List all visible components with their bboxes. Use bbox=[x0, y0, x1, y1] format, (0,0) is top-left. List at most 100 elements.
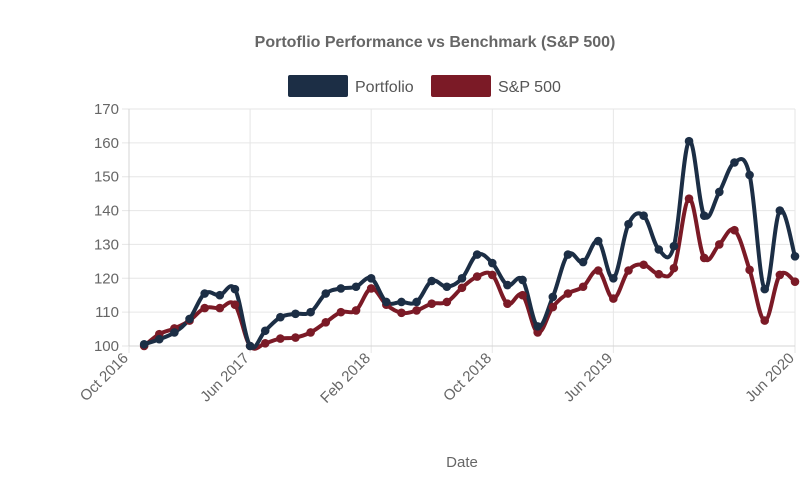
data-point-sp500[interactable] bbox=[730, 225, 739, 235]
data-point-portfolio[interactable] bbox=[382, 297, 391, 307]
data-point-portfolio[interactable] bbox=[185, 314, 194, 324]
data-point-portfolio[interactable] bbox=[533, 322, 542, 331]
y-tick-label: 140 bbox=[94, 203, 119, 220]
data-point-sp500[interactable] bbox=[518, 290, 527, 300]
data-point-portfolio[interactable] bbox=[730, 158, 739, 167]
data-point-portfolio[interactable] bbox=[790, 251, 800, 261]
data-point-sp500[interactable] bbox=[715, 240, 724, 249]
data-point-sp500[interactable] bbox=[321, 318, 331, 327]
data-point-sp500[interactable] bbox=[230, 300, 240, 309]
data-point-portfolio[interactable] bbox=[639, 211, 648, 220]
data-point-portfolio[interactable] bbox=[472, 250, 482, 259]
data-point-sp500[interactable] bbox=[533, 328, 542, 337]
data-point-portfolio[interactable] bbox=[215, 290, 225, 300]
data-point-portfolio[interactable] bbox=[563, 250, 573, 259]
data-point-portfolio[interactable] bbox=[321, 289, 331, 298]
data-point-portfolio[interactable] bbox=[427, 276, 437, 286]
data-point-portfolio[interactable] bbox=[336, 284, 346, 293]
data-point-portfolio[interactable] bbox=[351, 282, 361, 292]
data-point-sp500[interactable] bbox=[472, 272, 482, 281]
data-point-sp500[interactable] bbox=[593, 266, 603, 275]
data-point-sp500[interactable] bbox=[366, 284, 376, 293]
x-tick-label: Feb 2018 bbox=[317, 350, 374, 407]
data-point-portfolio[interactable] bbox=[200, 289, 209, 298]
data-point-sp500[interactable] bbox=[654, 269, 664, 279]
data-point-sp500[interactable] bbox=[427, 299, 437, 308]
data-point-sp500[interactable] bbox=[578, 282, 588, 292]
data-point-portfolio[interactable] bbox=[291, 309, 300, 319]
data-point-portfolio[interactable] bbox=[624, 219, 633, 229]
data-point-sp500[interactable] bbox=[760, 316, 770, 325]
data-point-portfolio[interactable] bbox=[578, 257, 588, 267]
data-point-portfolio[interactable] bbox=[366, 273, 376, 283]
data-point-portfolio[interactable] bbox=[487, 258, 497, 268]
legend-swatch-portfolio bbox=[288, 75, 348, 97]
data-point-portfolio[interactable] bbox=[593, 236, 603, 246]
data-point-portfolio[interactable] bbox=[503, 280, 512, 290]
data-point-sp500[interactable] bbox=[790, 277, 800, 286]
data-point-portfolio[interactable] bbox=[306, 307, 315, 317]
y-tick-label: 100 bbox=[94, 338, 119, 355]
data-point-portfolio[interactable] bbox=[154, 334, 164, 344]
data-point-sp500[interactable] bbox=[336, 307, 346, 317]
data-point-portfolio[interactable] bbox=[745, 170, 754, 180]
data-point-sp500[interactable] bbox=[291, 333, 300, 342]
data-point-portfolio[interactable] bbox=[245, 341, 255, 351]
data-point-sp500[interactable] bbox=[563, 289, 573, 298]
series-line-sp500 bbox=[142, 196, 797, 351]
data-point-sp500[interactable] bbox=[276, 334, 285, 343]
data-point-sp500[interactable] bbox=[487, 270, 497, 280]
data-point-sp500[interactable] bbox=[397, 308, 406, 318]
y-tick-label: 110 bbox=[95, 304, 119, 321]
y-axis: 100 110 120 130 140 150 160 170 bbox=[94, 101, 119, 355]
data-point-sp500[interactable] bbox=[669, 263, 679, 273]
data-point-sp500[interactable] bbox=[609, 294, 618, 303]
data-point-sp500[interactable] bbox=[624, 266, 633, 275]
data-point-portfolio[interactable] bbox=[715, 187, 724, 197]
data-point-sp500[interactable] bbox=[639, 260, 648, 270]
data-point-portfolio[interactable] bbox=[230, 284, 240, 294]
data-point-portfolio[interactable] bbox=[654, 245, 664, 254]
legend-item-sp500[interactable]: S&P 500 bbox=[431, 75, 561, 97]
data-point-portfolio[interactable] bbox=[260, 326, 270, 336]
data-point-portfolio[interactable] bbox=[699, 211, 709, 220]
data-point-portfolio[interactable] bbox=[669, 241, 679, 251]
data-point-sp500[interactable] bbox=[412, 306, 421, 315]
data-point-sp500[interactable] bbox=[503, 299, 512, 308]
data-point-portfolio[interactable] bbox=[139, 340, 149, 349]
data-point-portfolio[interactable] bbox=[548, 292, 558, 302]
data-point-sp500[interactable] bbox=[200, 303, 209, 313]
x-tick-label: Oct 2016 bbox=[77, 350, 132, 405]
data-point-sp500[interactable] bbox=[306, 328, 315, 337]
y-tick-label: 160 bbox=[94, 135, 119, 152]
data-point-portfolio[interactable] bbox=[775, 206, 785, 215]
data-point-portfolio[interactable] bbox=[518, 275, 527, 285]
legend-swatch-sp500 bbox=[431, 75, 491, 97]
legend-item-portfolio[interactable]: Portfolio bbox=[288, 75, 414, 97]
data-point-sp500[interactable] bbox=[684, 194, 694, 204]
data-point-sp500[interactable] bbox=[775, 270, 785, 280]
data-point-sp500[interactable] bbox=[215, 303, 225, 313]
data-point-portfolio[interactable] bbox=[760, 284, 770, 294]
data-point-sp500[interactable] bbox=[699, 253, 709, 263]
legend[interactable]: Portfolio S&P 500 bbox=[288, 75, 561, 97]
data-point-portfolio[interactable] bbox=[442, 282, 452, 292]
legend-label-sp500: S&P 500 bbox=[498, 79, 561, 96]
data-point-portfolio[interactable] bbox=[276, 312, 285, 322]
data-point-portfolio[interactable] bbox=[457, 273, 467, 283]
data-point-portfolio[interactable] bbox=[609, 273, 618, 283]
data-point-sp500[interactable] bbox=[260, 338, 270, 348]
data-point-portfolio[interactable] bbox=[684, 136, 694, 146]
data-point-sp500[interactable] bbox=[548, 302, 558, 312]
y-tick-label: 130 bbox=[94, 236, 119, 253]
data-point-portfolio[interactable] bbox=[170, 328, 179, 337]
data-point-portfolio[interactable] bbox=[397, 297, 406, 307]
data-point-sp500[interactable] bbox=[745, 265, 754, 275]
data-point-sp500[interactable] bbox=[351, 306, 361, 315]
data-point-portfolio[interactable] bbox=[412, 297, 421, 307]
data-point-sp500[interactable] bbox=[442, 297, 452, 307]
x-tick-label: Jun 2019 bbox=[561, 350, 617, 406]
data-point-sp500[interactable] bbox=[457, 283, 467, 293]
chart-title: Portoflio Performance vs Benchmark (S&P … bbox=[255, 34, 616, 51]
